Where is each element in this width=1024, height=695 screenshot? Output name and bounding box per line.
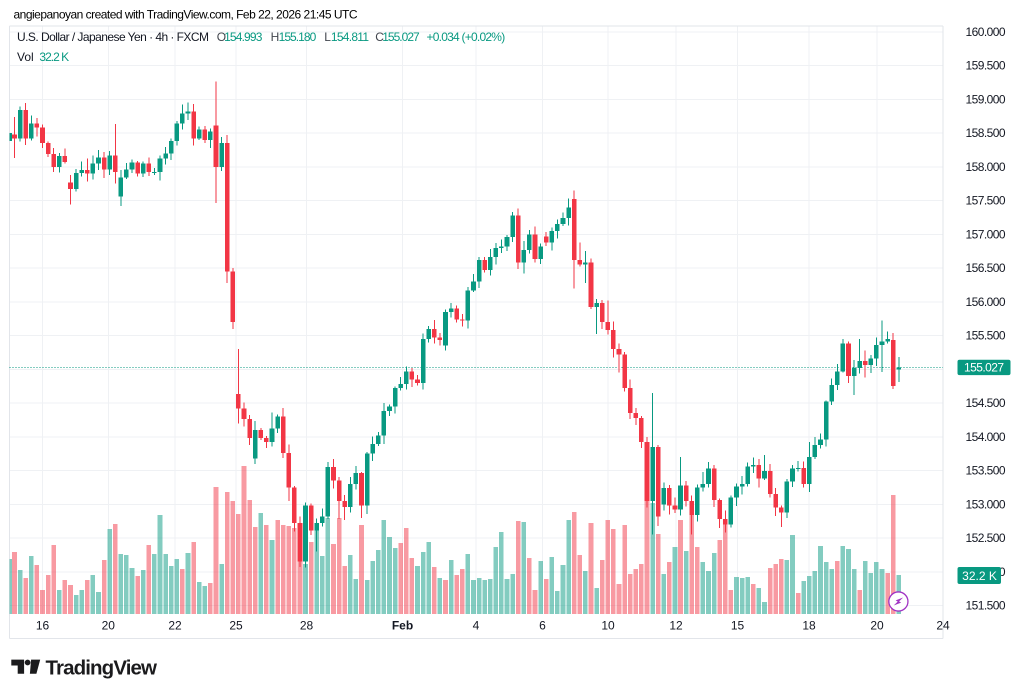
svg-text:158.000: 158.000 (966, 160, 1006, 174)
svg-text:157.500: 157.500 (966, 194, 1006, 208)
svg-text:153.000: 153.000 (966, 497, 1006, 511)
svg-text:153.500: 153.500 (966, 464, 1006, 478)
svg-text:6: 6 (539, 619, 546, 633)
svg-text:160.000: 160.000 (966, 25, 1006, 39)
svg-text:159.500: 159.500 (966, 59, 1006, 73)
svg-text:28: 28 (300, 619, 314, 633)
svg-text:154.500: 154.500 (966, 396, 1006, 410)
svg-text:20: 20 (870, 619, 884, 633)
svg-text:L: L (324, 30, 331, 44)
svg-text:152.500: 152.500 (966, 531, 1006, 545)
svg-text:O: O (217, 30, 226, 44)
svg-text:32.2 K: 32.2 K (39, 50, 69, 64)
svg-text:Feb: Feb (392, 619, 413, 633)
svg-text:U.S. Dollar / Japanese Yen · 4: U.S. Dollar / Japanese Yen · 4h · FXCM (17, 30, 209, 44)
svg-text:22: 22 (168, 619, 182, 633)
svg-text:157.000: 157.000 (966, 227, 1006, 241)
svg-text:25: 25 (229, 619, 243, 633)
svg-text:155.027: 155.027 (964, 361, 1004, 375)
svg-text:C: C (375, 30, 384, 44)
svg-text:15: 15 (731, 619, 745, 633)
svg-text:12: 12 (669, 619, 683, 633)
svg-text:158.500: 158.500 (966, 126, 1006, 140)
svg-text:H: H (271, 30, 280, 44)
svg-text:151.500: 151.500 (966, 599, 1006, 613)
svg-text:155.027: 155.027 (382, 30, 420, 44)
svg-text:24: 24 (936, 619, 950, 633)
svg-text:10: 10 (601, 619, 615, 633)
svg-text:159.000: 159.000 (966, 92, 1006, 106)
svg-text:20: 20 (102, 619, 116, 633)
svg-text:155.500: 155.500 (966, 329, 1006, 343)
svg-text:18: 18 (802, 619, 816, 633)
svg-text:156.500: 156.500 (966, 261, 1006, 275)
svg-text:154.993: 154.993 (224, 30, 263, 44)
svg-text:16: 16 (36, 619, 50, 633)
svg-text:32.2 K: 32.2 K (962, 569, 997, 583)
svg-text:TradingView: TradingView (46, 657, 158, 680)
svg-text:+0.034 (+0.02%): +0.034 (+0.02%) (427, 30, 506, 44)
svg-text:155.180: 155.180 (279, 30, 317, 44)
svg-text:154.811: 154.811 (331, 30, 369, 44)
svg-text:4: 4 (473, 619, 480, 633)
svg-text:154.000: 154.000 (966, 430, 1006, 444)
svg-text:angiepanoyan created with Trad: angiepanoyan created with TradingView.co… (14, 8, 358, 22)
svg-text:156.000: 156.000 (966, 295, 1006, 309)
svg-text:Vol: Vol (17, 50, 34, 64)
